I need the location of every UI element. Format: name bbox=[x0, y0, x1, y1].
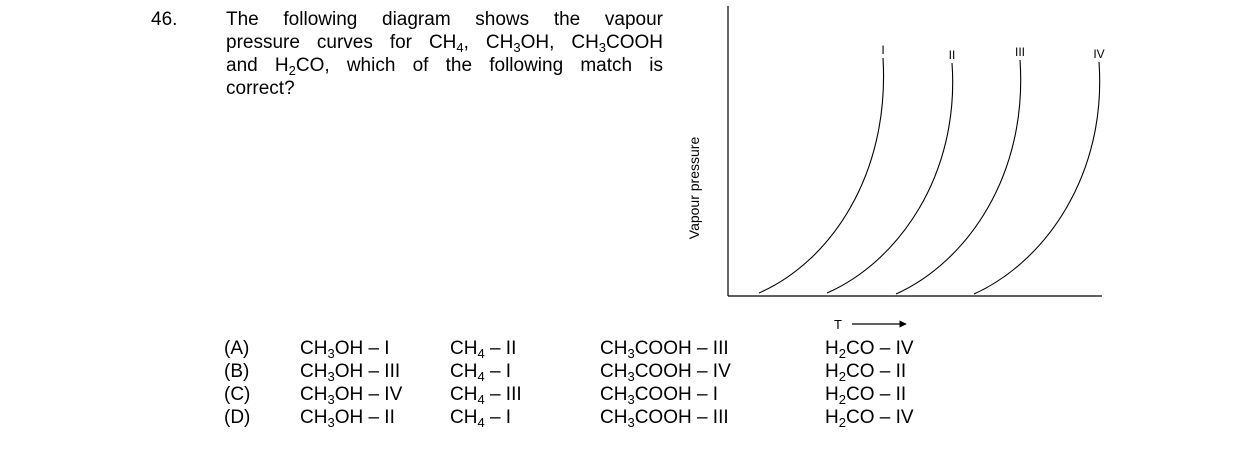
y-axis-label: Vapour pressure bbox=[686, 137, 702, 240]
subscript: 3 bbox=[327, 392, 335, 407]
subscript: 3 bbox=[598, 40, 607, 55]
question-line: The following diagram shows the vapour bbox=[226, 9, 663, 30]
subscript: 2 bbox=[838, 415, 846, 430]
option-match: CH3OH – III bbox=[300, 361, 401, 384]
subscript: 3 bbox=[627, 346, 635, 361]
question-text: The following diagram shows the vapour p… bbox=[226, 8, 663, 100]
option-match: CH3OH – I bbox=[300, 338, 390, 361]
subscript: 4 bbox=[477, 346, 485, 361]
curve-ii bbox=[826, 62, 954, 294]
subscript: 3 bbox=[627, 392, 635, 407]
question-line: correct? bbox=[226, 78, 295, 99]
option-label: (A) bbox=[224, 338, 250, 359]
option-b[interactable]: (B) CH3OH – III CH4 – I CH3COOH – IV H2C… bbox=[0, 360, 1238, 383]
option-match: CH4 – I bbox=[450, 407, 512, 430]
curve-label-iv: IV bbox=[1093, 47, 1104, 61]
option-match: CH4 – III bbox=[450, 384, 522, 407]
option-match: H2CO – IV bbox=[825, 338, 914, 361]
vapour-pressure-diagram: Vapour pressure T I II III IV bbox=[686, 6, 1105, 332]
option-label: (D) bbox=[224, 407, 251, 428]
subscript: 4 bbox=[477, 415, 485, 430]
subscript: 3 bbox=[327, 415, 335, 430]
option-match: CH4 – II bbox=[450, 338, 517, 361]
option-match: CH3COOH – I bbox=[600, 384, 719, 407]
option-match: CH3COOH – IV bbox=[600, 361, 731, 384]
subscript: 3 bbox=[327, 346, 335, 361]
subscript: 2 bbox=[288, 63, 296, 78]
curve-label-iii: III bbox=[1015, 45, 1025, 59]
option-match: CH3OH – IV bbox=[300, 384, 403, 407]
subscript: 3 bbox=[327, 369, 335, 384]
option-match: CH3OH – II bbox=[300, 407, 395, 430]
curve-i bbox=[758, 57, 885, 294]
curve-iii bbox=[895, 59, 1022, 295]
question-line: and H2CO, which of the following match i… bbox=[226, 55, 664, 78]
curve-label-ii: II bbox=[949, 48, 956, 62]
subscript: 3 bbox=[627, 369, 635, 384]
question-line: pressure curves for CH4, CH3OH, CH3COOH bbox=[226, 32, 664, 55]
question-number: 46. bbox=[151, 9, 178, 30]
option-c[interactable]: (C) CH3OH – IV CH4 – III CH3COOH – I H2C… bbox=[0, 383, 1238, 406]
option-match: CH3COOH – III bbox=[600, 407, 729, 430]
subscript: 3 bbox=[627, 415, 635, 430]
subscript: 2 bbox=[838, 346, 846, 361]
subscript: 4 bbox=[456, 40, 464, 55]
subscript: 4 bbox=[477, 369, 485, 384]
curve-label-i: I bbox=[881, 43, 884, 57]
subscript: 2 bbox=[838, 369, 846, 384]
subscript: 2 bbox=[838, 392, 846, 407]
curve-iv bbox=[973, 61, 1101, 295]
subscript: 4 bbox=[477, 392, 485, 407]
option-match: H2CO – IV bbox=[825, 407, 914, 430]
x-axis-label: T bbox=[834, 317, 842, 332]
option-label: (B) bbox=[224, 361, 250, 382]
option-a[interactable]: (A) CH3OH – I CH4 – II CH3COOH – III H2C… bbox=[0, 337, 1238, 360]
option-match: CH4 – I bbox=[450, 361, 512, 384]
option-label: (C) bbox=[224, 384, 251, 405]
option-match: CH3COOH – III bbox=[600, 338, 729, 361]
option-match: H2CO – II bbox=[825, 361, 907, 384]
option-d[interactable]: (D) CH3OH – II CH4 – I CH3COOH – III H2C… bbox=[0, 406, 1238, 429]
option-match: H2CO – II bbox=[825, 384, 907, 407]
subscript: 3 bbox=[513, 40, 521, 55]
